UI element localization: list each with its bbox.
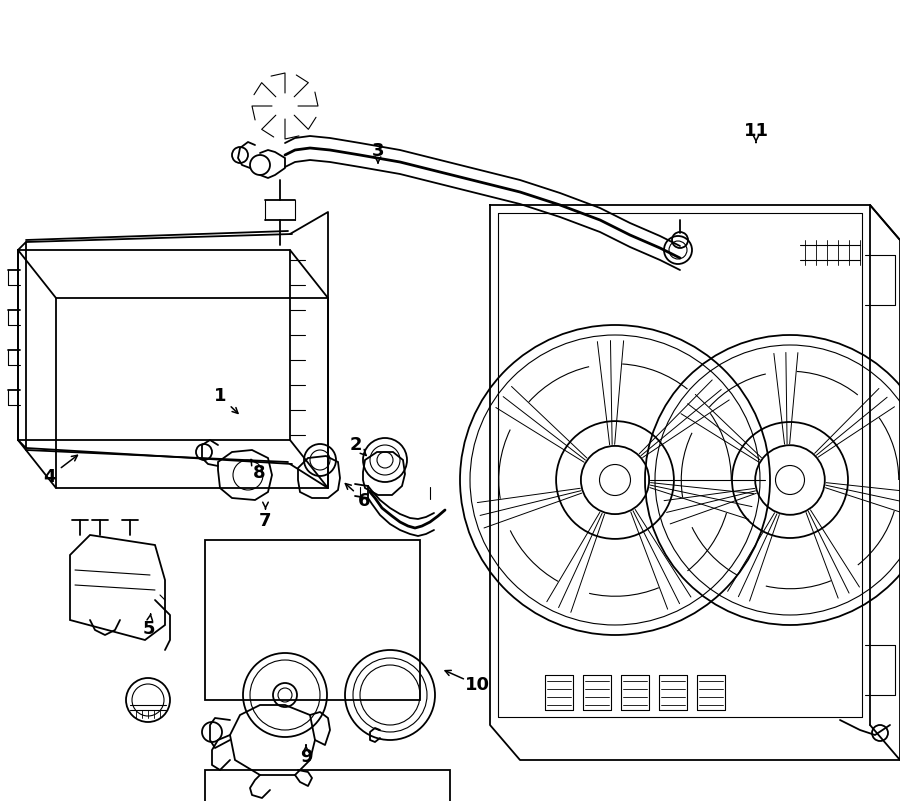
Text: 3: 3: [372, 142, 384, 159]
Text: 4: 4: [43, 468, 56, 485]
Text: 2: 2: [349, 436, 362, 453]
Bar: [205, 770, 450, 801]
Text: 7: 7: [259, 512, 272, 529]
Text: 10: 10: [464, 676, 490, 694]
Text: 1: 1: [214, 388, 227, 405]
Bar: [205, 540, 420, 700]
Text: 5: 5: [142, 620, 155, 638]
Text: 6: 6: [358, 492, 371, 509]
Text: 11: 11: [743, 122, 769, 139]
Text: 9: 9: [300, 748, 312, 766]
Text: 8: 8: [253, 464, 266, 481]
